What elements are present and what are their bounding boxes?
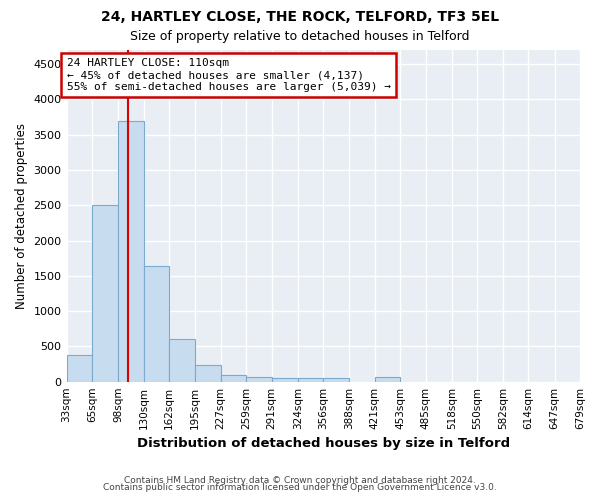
Bar (169, 340, 196, 382)
Text: Contains public sector information licensed under the Open Government Licence v3: Contains public sector information licen… (103, 484, 497, 492)
X-axis label: Distribution of detached houses by size in Telford: Distribution of detached houses by size … (137, 437, 510, 450)
Bar (272, 378, 298, 382)
Y-axis label: Number of detached properties: Number of detached properties (15, 123, 28, 309)
Bar (298, 378, 323, 382)
Text: 24 HARTLEY CLOSE: 110sqm
← 45% of detached houses are smaller (4,137)
55% of sem: 24 HARTLEY CLOSE: 110sqm ← 45% of detach… (67, 58, 391, 92)
Bar (375, 378, 400, 382)
Text: Contains HM Land Registry data © Crown copyright and database right 2024.: Contains HM Land Registry data © Crown c… (124, 476, 476, 485)
Bar (92, 206, 118, 382)
Bar (196, 364, 221, 382)
Bar (221, 374, 246, 382)
Bar (246, 378, 272, 382)
Bar (67, 355, 92, 382)
Bar (143, 266, 169, 382)
Bar (118, 120, 143, 382)
Bar (323, 378, 349, 382)
Text: Size of property relative to detached houses in Telford: Size of property relative to detached ho… (130, 30, 470, 43)
Text: 24, HARTLEY CLOSE, THE ROCK, TELFORD, TF3 5EL: 24, HARTLEY CLOSE, THE ROCK, TELFORD, TF… (101, 10, 499, 24)
